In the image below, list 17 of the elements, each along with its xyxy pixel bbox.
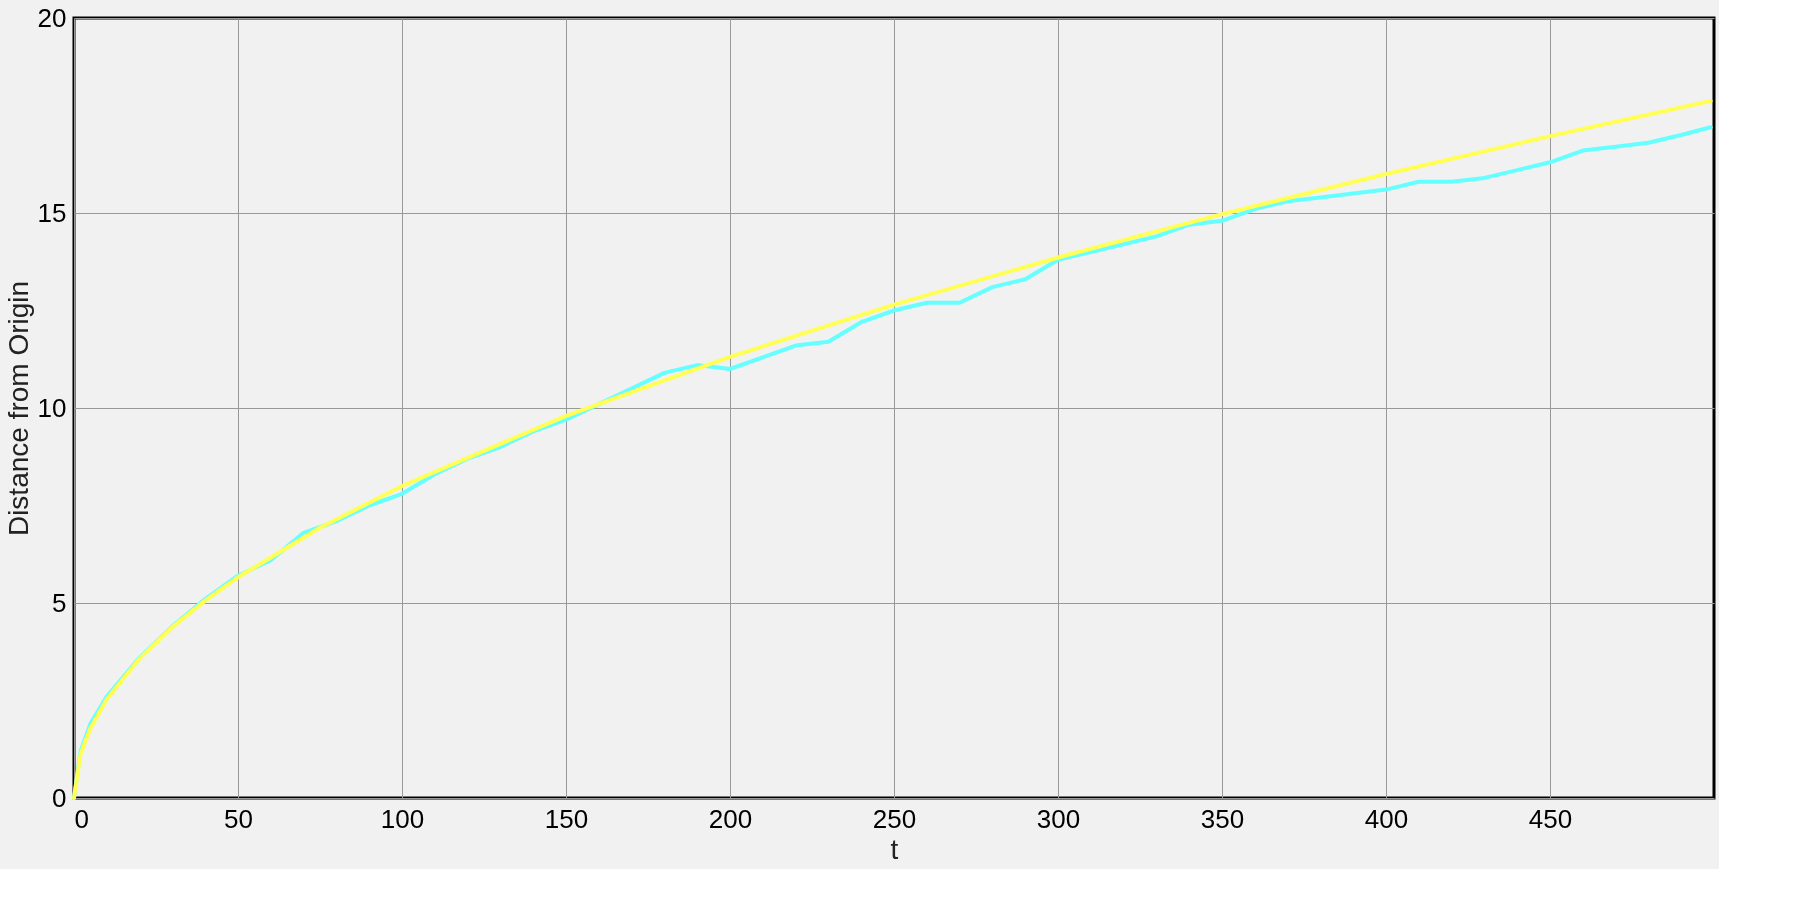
x-tick-label: 400 [1364,803,1409,834]
x-tick-label: 350 [1200,803,1245,834]
x-axis-title: t [890,833,899,865]
y-tick-label: 5 [52,587,67,618]
x-tick-label: 0 [74,803,89,834]
x-tick-label: 300 [1036,803,1081,834]
y-axis-title: Distance from Origin [2,280,34,537]
x-tick-label: 200 [708,803,753,834]
y-tick-label: 20 [37,2,67,33]
y-tick-label: 0 [52,782,67,813]
x-tick-label: 100 [380,803,425,834]
x-tick-label: 150 [544,803,589,834]
y-tick-label: 10 [37,392,67,423]
x-tick-label: 50 [224,803,253,834]
x-tick-label: 450 [1528,803,1573,834]
x-tick-label: 250 [872,803,917,834]
y-tick-label: 15 [37,197,67,228]
